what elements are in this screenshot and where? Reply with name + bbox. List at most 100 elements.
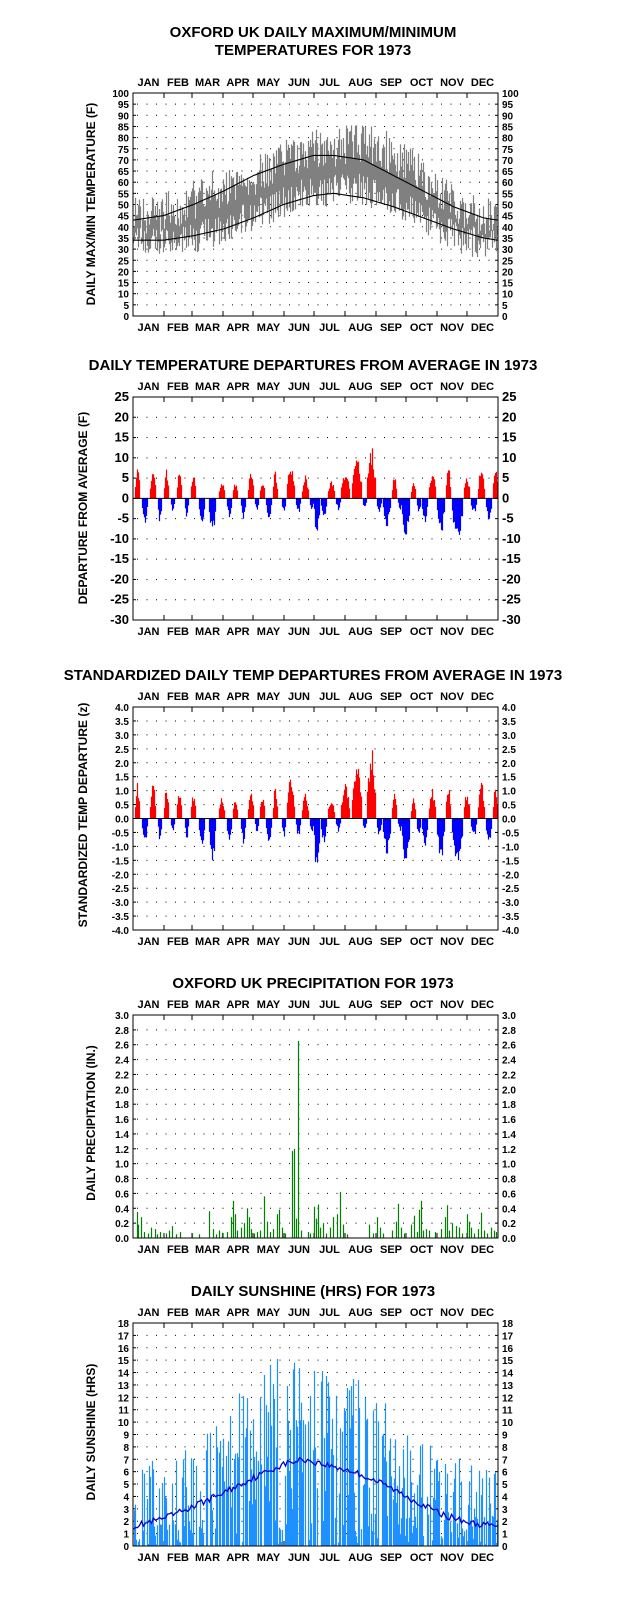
chart5-y-tick-label-right: 1 [502,1530,508,1541]
chart4-month-label-bottom: SEP [380,1244,402,1256]
chart3-y-tick-label-right: -3.5 [502,912,520,923]
chart1-y-tick-label-left: 25 [118,256,130,267]
chart3-y-tick-label-right: 1.0 [502,787,516,798]
chart5-month-label-bottom: JAN [137,1552,159,1564]
chart2-y-tick-label-right: -10 [502,531,521,546]
chart4-month-label-bottom: MAY [257,1244,281,1256]
chart5-y-tick-label-right: 6 [502,1468,508,1479]
chart5-y-tick-label-left: 14 [118,1369,130,1380]
chart2-y-tick-label-left: -20 [110,571,129,586]
chart2-y-tick-label-left: -5 [117,511,129,526]
chart4-y-tick-label-left: 3.0 [115,1011,129,1022]
chart3-y-tick-label-right: 3.5 [502,717,516,728]
chart1-y-tick-label-left: 75 [118,145,130,156]
chart4-month-label-bottom: JUN [288,1244,310,1256]
chart5-y-tick-label-right: 5 [502,1480,508,1491]
chart2-title: DAILY TEMPERATURE DEPARTURES FROM AVERAG… [89,357,538,374]
chart4-y-tick-label-right: 1.4 [502,1130,516,1141]
chart3-bars [133,750,499,863]
chart1-y-tick-label-left: 20 [118,267,130,278]
chart4-month-label-bottom: APR [226,1244,249,1256]
chart2-month-label-top: AUG [348,381,372,393]
chart3-month-label-bottom: SEP [380,936,402,948]
chart1-month-label-top: JUN [288,77,310,89]
chart5-y-tick-label-left: 5 [123,1480,129,1491]
chart1-y-ticks-left: 0510152025303540455055606570758085909510… [112,89,129,323]
chart5-month-label-bottom: JUN [288,1552,310,1564]
chart2-y-tick-label-left: 10 [115,450,129,465]
chart1-y-tick-label-right: 100 [502,89,519,100]
chart1-month-label-top: MAR [195,77,220,89]
chart4-grid [133,1014,498,1239]
chart4-y-tick-label-right: 2.6 [502,1041,516,1052]
chart1-y-tick-label-right: 75 [502,145,514,156]
chart5-month-label-bottom: FEB [167,1552,189,1564]
chart1-y-tick-label-right: 65 [502,167,514,178]
chart2-y-tick-label-right: 0 [502,490,509,505]
chart5-y-tick-label-right: 3 [502,1505,508,1516]
chart3-month-label-top: DEC [471,691,494,703]
chart5-month-labels-bottom: JAN FEB MAR APR MAY JUN JUL AUG SEP OCT NOV DEC [137,1552,494,1564]
chart3-month-label-top: SEP [380,691,402,703]
chart3-y-tick-label-left: 4.0 [115,703,129,714]
chart4-y-tick-label-left: 0.8 [115,1175,129,1186]
chart2-y-tick-label-left: 15 [115,430,129,445]
chart4-y-tick-label-left: 2.8 [115,1026,129,1037]
chart1-y-tick-label-right: 45 [502,212,514,223]
chart2-month-label-bottom: AUG [348,626,372,638]
chart2-month-label-top: MAY [257,381,281,393]
chart4-y-tick-label-right: 1.6 [502,1115,516,1126]
chart-temperature-departures: DAILY TEMPERATURE DEPARTURES FROM AVERAG… [76,357,537,638]
chart4-y-tick-label-left: 0.4 [115,1204,129,1215]
chart4-y-tick-label-right: 2.0 [502,1085,516,1096]
chart5-month-label-top: OCT [410,1307,434,1319]
chart1-y-tick-label-left: 60 [118,178,130,189]
chart5-y-tick-label-right: 2 [502,1517,508,1528]
chart4-bars [136,1041,498,1238]
chart5-month-label-top: APR [226,1307,249,1319]
chart1-month-labels-top: JAN FEB MAR APR MAY JUN JUL AUG SEP OCT NOV DEC [137,77,494,89]
chart4-month-label-top: AUG [348,999,372,1011]
chart1-month-label-top: MAY [257,77,281,89]
chart1-y-tick-label-right: 30 [502,245,514,256]
chart1-month-label-bottom: AUG [348,322,372,334]
chart3-month-label-top: MAR [195,691,220,703]
chart1-title-line1: OXFORD UK DAILY MAXIMUM/MINIMUM [170,24,457,41]
chart1-y-tick-label-left: 85 [118,122,130,133]
chart3-y-tick-label-right: 4.0 [502,703,516,714]
chart3-y-tick-label-left: 1.5 [115,773,129,784]
chart4-y-tick-label-right: 2.2 [502,1070,516,1081]
chart5-y-tick-label-right: 12 [502,1393,514,1404]
chart3-y-tick-label-left: 0.0 [115,815,129,826]
chart2-y-ticks-left: 25 20 15 10 5 0 -5 -10 -15 -20 -25 -30 [110,389,129,627]
chart2-month-label-bottom: JAN [137,626,159,638]
chart-sunshine: DAILY SUNSHINE (HRS) FOR 1973 DAILY SUNS… [84,1283,514,1564]
chart3-month-label-bottom: JAN [137,936,159,948]
chart3-y-tick-label-right: 1.5 [502,773,516,784]
chart3-month-label-bottom: MAR [195,936,220,948]
chart4-y-tick-label-left: 0.6 [115,1189,129,1200]
chart5-y-tick-label-left: 9 [123,1431,129,1442]
chart1-month-label-top: OCT [410,77,434,89]
chart1-y-tick-label-right: 95 [502,100,514,111]
chart4-y-tick-label-left: 1.4 [115,1130,129,1141]
chart3-month-label-top: NOV [440,691,465,703]
chart3-month-label-top: JAN [137,691,159,703]
chart5-y-tick-label-left: 6 [123,1468,129,1479]
chart3-month-label-bottom: JUL [319,936,340,948]
chart3-y-tick-label-right: -0.5 [502,828,520,839]
chart1-month-label-top: AUG [348,77,372,89]
chart3-y-tick-label-right: 0.5 [502,801,516,812]
chart3-month-label-bottom: APR [226,936,249,948]
chart2-y-tick-label-right: -25 [502,592,521,607]
chart3-y-tick-label-left: -3.0 [112,898,130,909]
chart3-month-labels-bottom: JAN FEB MAR APR MAY JUN JUL AUG SEP OCT NOV DEC [137,936,494,948]
chart4-title: OXFORD UK PRECIPITATION FOR 1973 [172,975,453,992]
chart3-y-tick-label-left: -1.0 [112,842,130,853]
chart1-month-label-top: APR [226,77,249,89]
chart4-month-label-top: MAR [195,999,220,1011]
chart2-y-tick-label-right: 15 [502,430,516,445]
chart4-y-ticks-right: 3.0 2.8 2.6 2.4 2.2 2.0 1.8 1.6 1.4 1.2 1.0 0.8 0.6 0… [502,1011,516,1245]
chart2-y-tick-label-left: -30 [110,612,129,627]
